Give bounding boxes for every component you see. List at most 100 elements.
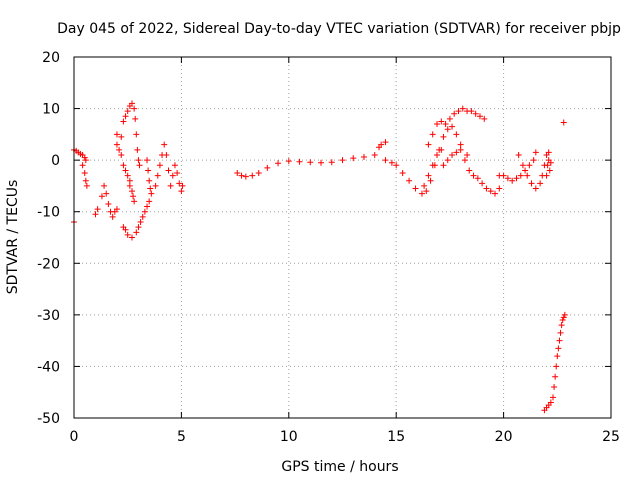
- data-point: [449, 151, 456, 158]
- data-point: [550, 394, 557, 401]
- data-point: [307, 159, 314, 166]
- data-point: [360, 154, 367, 161]
- y-tick-label: 10: [42, 102, 60, 118]
- data-point: [560, 314, 567, 321]
- data-point: [438, 146, 445, 153]
- x-tick-label: 5: [177, 429, 186, 445]
- data-point: [126, 177, 133, 184]
- data-point: [522, 167, 529, 174]
- data-points: [71, 100, 568, 414]
- data-point: [496, 185, 503, 192]
- data-point: [79, 162, 86, 169]
- data-point: [163, 151, 170, 158]
- data-point: [421, 182, 428, 189]
- y-tick-label: -30: [37, 308, 60, 324]
- data-point: [453, 131, 460, 138]
- data-point: [176, 180, 183, 187]
- data-point: [120, 224, 127, 231]
- data-point: [560, 119, 567, 126]
- data-point: [429, 162, 436, 169]
- data-point: [399, 170, 406, 177]
- data-point: [178, 188, 185, 195]
- data-point: [82, 177, 89, 184]
- data-point: [94, 206, 101, 213]
- data-point: [553, 363, 560, 370]
- data-point: [98, 193, 105, 200]
- data-point: [124, 172, 131, 179]
- data-point: [406, 177, 413, 184]
- data-point: [393, 162, 400, 169]
- data-point: [144, 203, 151, 210]
- data-point: [532, 149, 539, 156]
- data-point: [141, 208, 148, 215]
- data-point: [444, 157, 451, 164]
- data-point: [350, 155, 357, 162]
- plot-frame: [73, 56, 612, 419]
- data-point: [147, 185, 154, 192]
- data-point: [122, 167, 129, 174]
- data-point: [318, 159, 325, 166]
- data-point: [234, 170, 241, 177]
- data-point: [83, 182, 90, 189]
- y-axis-label: SDTVAR / TECUs: [5, 180, 21, 295]
- data-point: [440, 162, 447, 169]
- data-point: [371, 151, 378, 158]
- data-point: [547, 159, 554, 166]
- data-point: [165, 167, 172, 174]
- data-point: [124, 108, 131, 115]
- data-point: [528, 180, 535, 187]
- axis-ticks: 0 5 10 15 20 25 -50 -40 -30 -20 -10 0 10 20: [37, 50, 620, 445]
- data-point: [461, 157, 468, 164]
- data-point: [459, 105, 466, 112]
- data-point: [238, 172, 245, 179]
- data-point: [451, 110, 458, 117]
- data-point: [440, 133, 447, 140]
- data-point: [544, 162, 551, 169]
- data-point: [133, 131, 140, 138]
- data-point: [118, 133, 125, 140]
- x-axis-label: GPS time / hours: [281, 459, 398, 475]
- data-point: [551, 384, 558, 391]
- data-point: [537, 180, 544, 187]
- data-point: [425, 141, 432, 148]
- x-tick-label: 20: [495, 429, 513, 445]
- data-point: [264, 164, 271, 171]
- data-point: [515, 151, 522, 158]
- data-point: [509, 177, 516, 184]
- x-tick-label: 0: [70, 429, 79, 445]
- data-point: [418, 190, 425, 197]
- data-point: [130, 193, 137, 200]
- data-point: [174, 170, 181, 177]
- data-point: [103, 190, 110, 197]
- data-point: [128, 234, 135, 241]
- x-tick-label: 10: [280, 429, 298, 445]
- data-point: [382, 157, 389, 164]
- data-point: [144, 157, 151, 164]
- data-point: [526, 162, 533, 169]
- data-point: [92, 211, 99, 218]
- chart-title: Day 045 of 2022, Sidereal Day-to-day VTE…: [57, 21, 621, 37]
- x-tick-label: 25: [602, 429, 620, 445]
- data-point: [148, 190, 155, 197]
- data-point: [134, 146, 141, 153]
- data-point: [242, 173, 249, 180]
- data-point: [255, 170, 262, 177]
- data-point: [146, 177, 153, 184]
- data-point: [472, 110, 479, 117]
- data-point: [137, 219, 144, 226]
- data-point: [444, 126, 451, 133]
- data-point: [139, 213, 146, 220]
- data-point: [296, 158, 303, 165]
- data-point: [545, 149, 552, 156]
- data-point: [446, 115, 453, 122]
- data-point: [82, 157, 89, 164]
- data-point: [179, 182, 186, 189]
- data-point: [113, 141, 120, 148]
- data-point: [101, 182, 108, 189]
- data-point: [154, 172, 161, 179]
- data-point: [559, 317, 566, 324]
- data-point: [558, 322, 565, 329]
- data-point: [492, 190, 499, 197]
- data-point: [122, 113, 129, 120]
- data-point: [113, 131, 120, 138]
